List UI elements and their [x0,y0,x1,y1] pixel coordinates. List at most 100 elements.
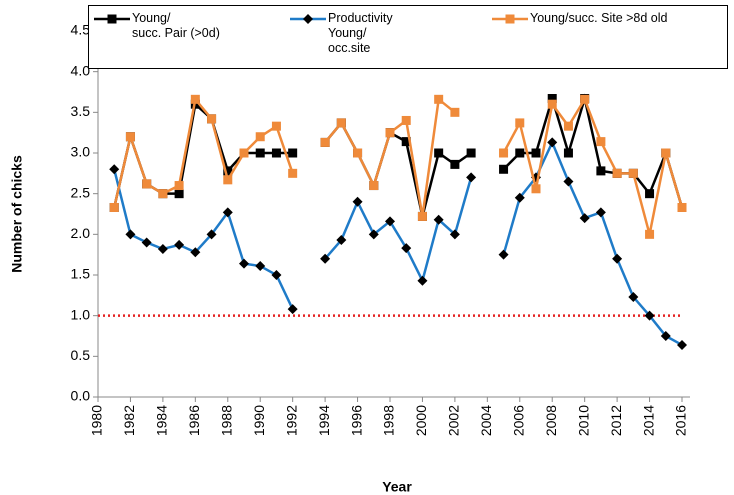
marker [531,148,541,158]
marker [336,235,347,246]
marker [579,213,590,224]
marker [466,172,477,183]
marker [499,148,509,158]
x-tick-label: 2010 [575,405,591,436]
marker [563,148,573,158]
y-tick-label: 1.5 [71,266,91,282]
marker [515,148,525,158]
marker [661,148,671,158]
marker [515,118,525,128]
marker [450,159,460,169]
x-tick-label: 2006 [510,405,526,436]
marker [223,175,233,185]
marker [547,137,558,148]
y-tick-label: 3.5 [71,103,91,119]
marker [255,148,265,158]
marker [514,192,525,203]
marker [190,247,201,258]
marker [288,168,298,178]
marker [125,229,136,240]
x-tick-label: 2002 [446,405,462,436]
marker [505,14,515,24]
marker [531,184,541,194]
legend-symbol [290,14,326,24]
x-tick-label: 1982 [121,405,137,436]
marker [190,94,200,104]
marker [271,270,282,280]
marker [645,189,655,199]
marker [644,310,655,321]
marker [352,196,363,207]
marker [628,168,638,178]
y-axis-title: Number of chicks [9,155,25,273]
marker [174,239,185,250]
marker [401,243,412,254]
marker [434,94,444,104]
marker [580,94,590,104]
marker [595,207,606,218]
x-tick-label: 1988 [218,405,234,436]
marker [612,168,622,178]
marker [369,181,379,191]
marker [499,164,509,174]
marker [401,115,411,125]
marker [288,148,298,158]
y-tick-label: 2.5 [71,184,91,200]
marker [223,166,233,176]
marker [255,132,265,142]
x-tick-label: 1986 [186,405,202,436]
marker [449,229,460,240]
legend [88,5,728,69]
y-tick-label: 0.5 [71,347,91,363]
marker [417,211,427,221]
x-tick-label: 1994 [316,405,332,436]
x-tick-label: 2014 [640,405,656,436]
legend-symbol [94,14,130,24]
marker [433,214,444,225]
marker [450,107,460,117]
marker [174,189,184,199]
x-axis-title: Year [382,479,412,495]
marker [303,14,313,24]
marker [107,14,117,24]
marker [612,253,623,264]
marker [563,176,574,187]
marker [385,128,395,138]
marker [141,237,152,248]
marker [174,181,184,191]
x-tick-label: 1990 [251,405,267,436]
marker [547,94,557,104]
x-tick-label: 2004 [478,405,494,436]
marker [158,189,168,199]
x-tick-label: 2000 [413,405,429,436]
series-line [113,93,684,217]
marker [336,118,346,128]
x-tick-label: 2008 [543,405,559,436]
marker [434,148,444,158]
legend-label: Young/ succ. Pair (>0d) [132,11,220,40]
marker [320,137,330,147]
legend-label: Young/succ. Site >8d old [530,11,668,25]
x-tick-label: 1984 [154,405,170,436]
y-tick-label: 2.0 [71,225,91,241]
marker [498,249,509,260]
marker [239,258,249,269]
y-tick-label: 4.5 [71,22,91,38]
marker [271,121,281,131]
y-tick-label: 4.0 [71,62,91,78]
y-tick-label: 3.0 [71,144,91,160]
marker [660,331,671,341]
marker [125,132,135,142]
marker [628,291,639,302]
marker [207,114,217,124]
x-tick-label: 1998 [381,405,397,436]
marker [385,216,395,227]
y-tick-label: 0.0 [71,388,91,404]
marker [255,261,266,272]
marker [157,243,168,254]
marker [271,148,281,158]
x-tick-label: 1992 [283,405,299,436]
marker [563,121,573,131]
